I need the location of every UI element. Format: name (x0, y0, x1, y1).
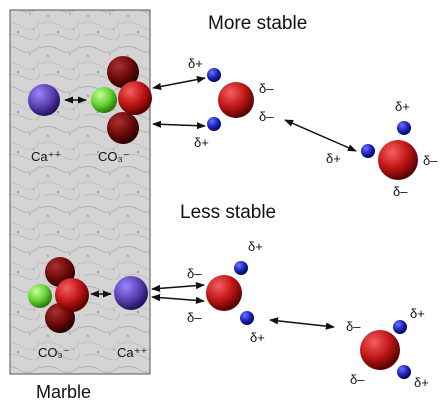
delta-plus-w2-top: δ+ (395, 99, 410, 114)
delta-minus-w4-left: δ– (346, 319, 361, 334)
calcium-ion-bottom (114, 276, 148, 310)
delta-plus-w2-left: δ+ (326, 151, 341, 166)
delta-minus-w3-lower: δ– (187, 310, 202, 325)
delta-minus-w1-lower: δ– (259, 109, 274, 124)
arrow-co3-to-h-lower (152, 120, 206, 130)
delta-plus-w3-top: δ+ (248, 239, 263, 254)
water-molecule-4 (360, 320, 411, 379)
carbonate-ion-bottom (28, 257, 89, 333)
calcium-ion-top (28, 84, 60, 116)
delta-minus-w3-upper: δ– (187, 266, 202, 281)
delta-plus-w1-top: δ+ (188, 56, 203, 71)
delta-plus-w4-bottom: δ+ (414, 375, 429, 390)
co3-label-bottom: CO₃⁻ (38, 345, 70, 360)
delta-minus-w2-bottom: δ– (393, 184, 408, 199)
co3-label-top: CO₃⁻ (98, 149, 130, 164)
delta-minus-w1-upper: δ– (259, 81, 274, 96)
water-molecule-3 (206, 261, 254, 325)
delta-plus-w4-top: δ+ (410, 306, 425, 321)
water-molecule-1 (207, 68, 254, 131)
carbonate-ion-top (91, 56, 152, 144)
ca-label-top: Ca⁺⁺ (31, 149, 61, 164)
delta-plus-w1-bottom: δ+ (194, 135, 209, 150)
arrow-water3-to-water4 (269, 317, 335, 330)
arrow-ca-to-o-upper (151, 282, 205, 292)
arrow-co3-to-h-upper (152, 75, 206, 91)
less-stable-heading: Less stable (180, 202, 276, 223)
arrow-water1-to-water2 (284, 119, 357, 152)
delta-plus-w3-bottom: δ+ (250, 330, 265, 345)
ca-label-bottom: Ca⁺⁺ (117, 345, 147, 360)
water-molecule-2 (361, 121, 418, 180)
marble-label: Marble (36, 382, 91, 402)
delta-minus-w2-right: δ– (423, 153, 438, 168)
more-stable-heading: More stable (208, 13, 307, 34)
delta-minus-w4-bottom: δ– (350, 372, 365, 387)
arrow-ca-to-o-lower (151, 294, 205, 304)
